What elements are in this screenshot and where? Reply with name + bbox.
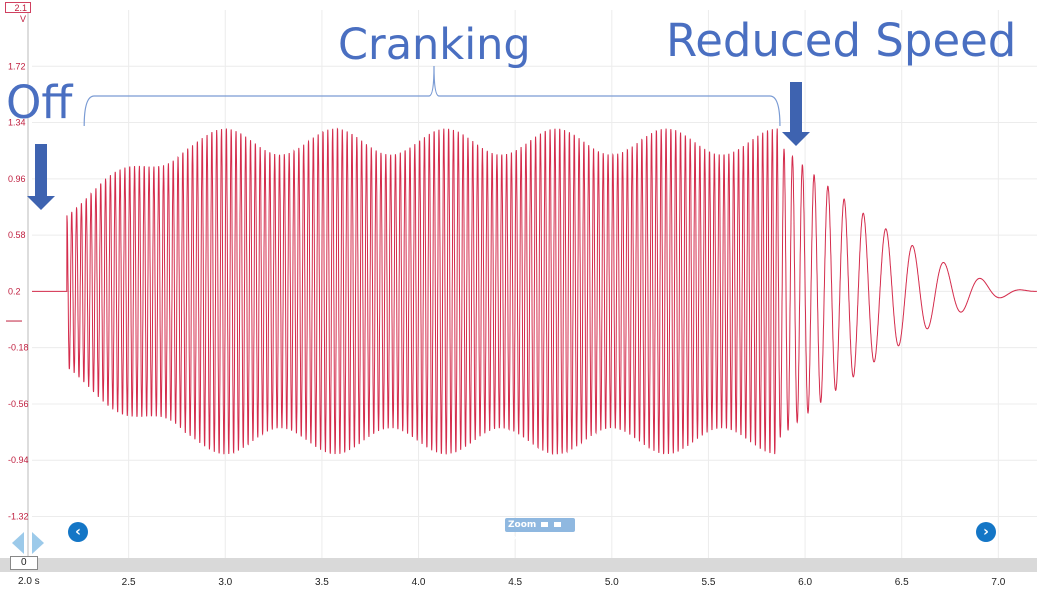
time-ruler-bar[interactable] <box>0 558 1037 572</box>
zoom-close-icon[interactable]: ✕ <box>512 534 520 544</box>
x-tick-label: 6.5 <box>895 577 909 588</box>
scroll-right-button[interactable]: › <box>976 522 996 542</box>
annotation-reduced-speed: Reduced Speed <box>666 14 1017 67</box>
x-tick-label: 4.5 <box>508 577 522 588</box>
reduced-speed-arrow-icon <box>782 82 810 146</box>
x-tick-label: 5.0 <box>605 577 619 588</box>
y-tick-label: -0.56 <box>8 399 29 409</box>
y-scale-readout[interactable]: 2.1 <box>5 2 31 13</box>
y-tick-label: 0.2 <box>8 286 21 296</box>
y-tick-label: 1.72 <box>8 61 26 71</box>
y-tick-label: -0.94 <box>8 455 29 465</box>
x-tick-label: 2.5 <box>122 577 136 588</box>
y-tick-label: 1.34 <box>8 118 26 128</box>
pan-right-arrow-icon[interactable] <box>32 532 44 554</box>
zoom-restore-icon[interactable] <box>553 522 561 527</box>
x-tick-label: 7.0 <box>991 577 1005 588</box>
x-tick-label: 5.5 <box>701 577 715 588</box>
zoom-minimize-icon[interactable] <box>541 522 549 527</box>
x-tick-label: 3.5 <box>315 577 329 588</box>
zoom-label: Zoom <box>508 520 537 530</box>
time-span-label: 2.0 s <box>18 576 40 587</box>
cranking-brace <box>83 65 781 127</box>
y-tick-label: -1.32 <box>8 512 29 522</box>
zoom-control[interactable]: Zoom ✕ <box>505 518 575 544</box>
scroll-left-button[interactable]: ‹ <box>68 522 88 542</box>
x-tick-label: 3.0 <box>218 577 232 588</box>
time-offset-field[interactable]: 0 <box>10 556 38 570</box>
y-tick-label: -0.18 <box>8 343 29 353</box>
waveform-trace <box>32 127 1037 456</box>
pan-handle[interactable] <box>12 532 46 554</box>
annotation-cranking: Cranking <box>338 20 531 70</box>
off-arrow-icon <box>27 144 55 210</box>
y-unit-label: V <box>20 14 27 24</box>
y-tick-label: 0.58 <box>8 230 26 240</box>
x-tick-label: 4.0 <box>412 577 426 588</box>
y-tick-label: 0.96 <box>8 174 26 184</box>
x-tick-label: 6.0 <box>798 577 812 588</box>
pan-left-arrow-icon[interactable] <box>12 532 24 554</box>
annotation-off: Off <box>6 76 73 129</box>
